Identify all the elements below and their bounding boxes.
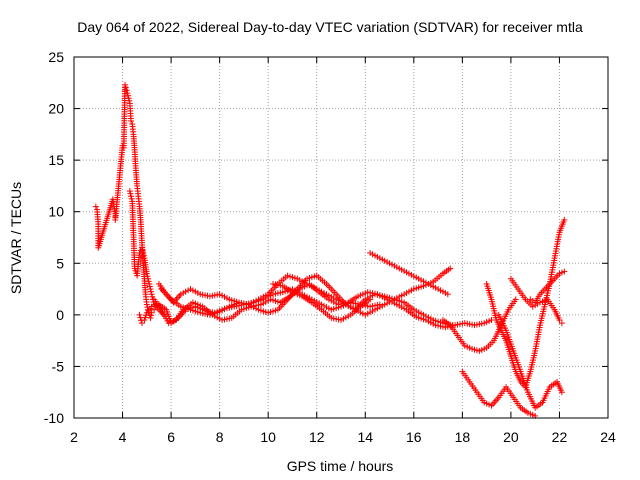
data-point xyxy=(148,312,155,319)
data-point xyxy=(126,97,133,104)
data-point xyxy=(125,92,132,99)
data-point xyxy=(121,81,128,88)
x-tick-label: 22 xyxy=(552,429,568,445)
data-point xyxy=(122,84,129,91)
data-point xyxy=(145,278,152,285)
x-tick-label: 14 xyxy=(357,429,373,445)
y-tick-label: 0 xyxy=(56,307,64,323)
data-points xyxy=(92,81,568,419)
data-point xyxy=(367,296,374,303)
data-point xyxy=(147,314,154,321)
x-tick-label: 10 xyxy=(260,429,276,445)
x-tick-label: 18 xyxy=(455,429,471,445)
x-tick-label: 12 xyxy=(309,429,325,445)
data-point xyxy=(123,87,130,94)
x-tick-label: 8 xyxy=(216,429,224,445)
data-point xyxy=(558,389,565,396)
data-point xyxy=(127,190,134,197)
axis-ticks xyxy=(73,56,609,419)
data-point xyxy=(558,320,565,327)
x-tick-label: 24 xyxy=(600,429,616,445)
data-point xyxy=(124,90,131,97)
data-point xyxy=(140,252,147,259)
data-point xyxy=(126,188,133,195)
data-point xyxy=(148,288,155,295)
x-tick-label: 16 xyxy=(406,429,422,445)
data-point xyxy=(143,301,150,308)
plot-frame xyxy=(73,56,609,419)
data-point xyxy=(444,291,451,298)
data-point xyxy=(138,320,145,327)
y-tick-label: 25 xyxy=(48,49,64,65)
data-point xyxy=(447,265,454,272)
data-point xyxy=(143,270,150,277)
data-point xyxy=(125,95,132,102)
data-point xyxy=(512,296,519,303)
y-tick-label: 15 xyxy=(48,152,64,168)
grid xyxy=(74,57,608,418)
data-point xyxy=(561,216,568,223)
data-point xyxy=(128,195,135,202)
y-tick-label: -10 xyxy=(44,410,64,426)
x-axis-label: GPS time / hours xyxy=(287,458,394,474)
y-tick-label: 5 xyxy=(56,255,64,271)
data-point xyxy=(138,244,145,251)
x-tick-labels: 2 4 6 8 10 12 14 16 18 20 22 24 xyxy=(70,429,616,445)
data-point xyxy=(147,286,154,293)
data-point xyxy=(145,275,152,282)
data-point xyxy=(140,249,147,256)
y-tick-label: 20 xyxy=(48,101,64,117)
data-point xyxy=(139,247,146,254)
x-tick-label: 20 xyxy=(503,429,519,445)
y-tick-label: 10 xyxy=(48,204,64,220)
x-tick-label: 2 xyxy=(70,429,78,445)
data-point xyxy=(136,311,143,318)
data-point xyxy=(146,283,153,290)
y-axis-label: SDTVAR / TECUs xyxy=(8,182,24,294)
y-tick-labels: -10 -5 0 5 10 15 20 25 xyxy=(44,49,64,426)
data-point xyxy=(144,273,151,280)
data-point xyxy=(146,280,153,287)
x-tick-label: 4 xyxy=(119,429,127,445)
x-tick-label: 6 xyxy=(167,429,175,445)
data-point xyxy=(561,268,568,275)
data-point xyxy=(148,291,155,298)
y-tick-label: -5 xyxy=(52,358,65,374)
data-point xyxy=(556,317,563,324)
data-point xyxy=(128,117,135,124)
chart-title: Day 064 of 2022, Sidereal Day-to-day VTE… xyxy=(77,19,583,35)
data-point xyxy=(92,203,99,210)
data-point xyxy=(128,193,135,200)
